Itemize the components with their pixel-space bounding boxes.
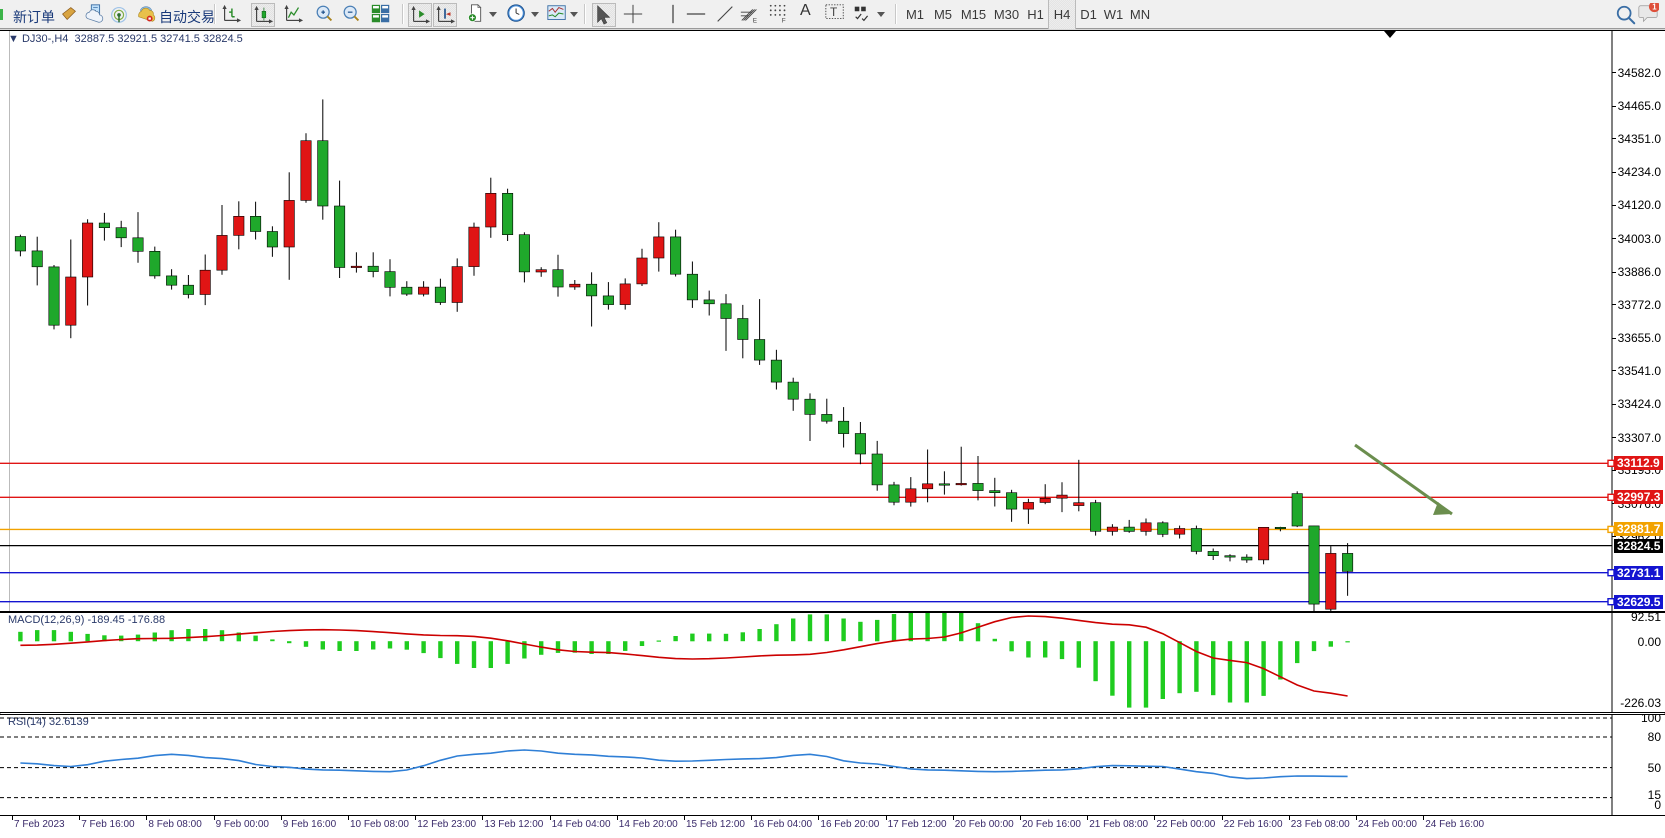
svg-text:E: E (753, 17, 757, 24)
svg-text:F: F (782, 17, 786, 24)
svg-text:T: T (830, 5, 837, 19)
svg-text:1: 1 (1652, 3, 1657, 11)
